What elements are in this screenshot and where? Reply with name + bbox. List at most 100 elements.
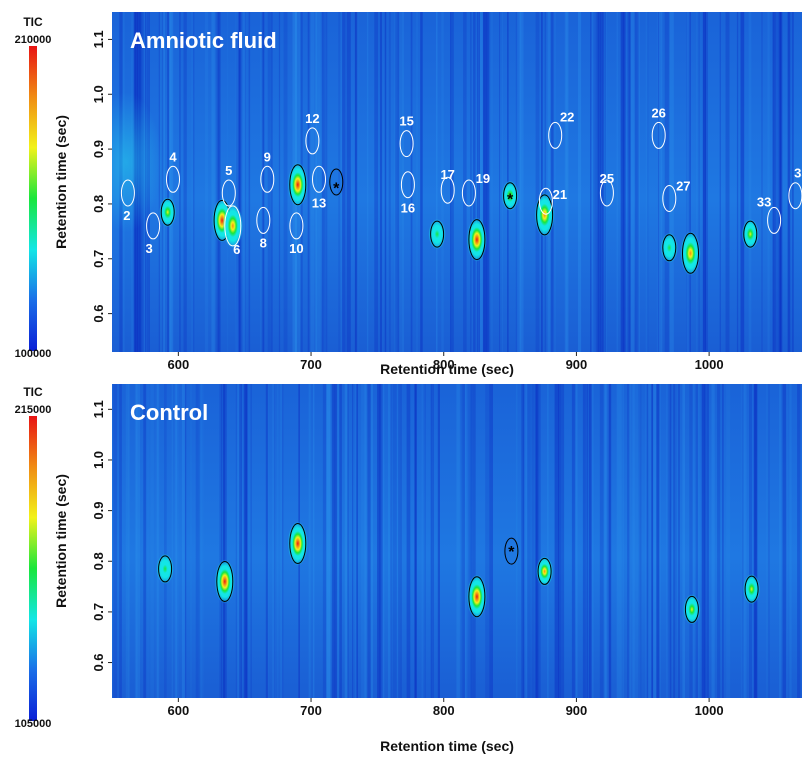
streak	[437, 384, 440, 698]
streak	[551, 12, 553, 352]
streak	[605, 384, 610, 698]
streak	[272, 384, 276, 698]
streak	[502, 12, 503, 352]
asterisk-annotation: *	[508, 544, 515, 561]
streak	[134, 384, 138, 698]
peak-label: 10	[289, 241, 303, 256]
peak-outline	[504, 537, 519, 565]
streak	[752, 384, 754, 698]
peak-label: 8	[260, 235, 267, 250]
streak	[658, 12, 663, 352]
streak	[223, 384, 226, 698]
asterisk-annotation: *	[333, 181, 340, 198]
streak	[650, 384, 654, 698]
y-tick-label: 0.6	[91, 653, 106, 671]
streak	[668, 384, 671, 698]
heatmap-haze	[112, 92, 162, 232]
streak	[392, 384, 397, 698]
streak	[424, 384, 426, 698]
streak	[607, 384, 612, 698]
streak	[218, 12, 221, 352]
panel-title: Control	[130, 400, 208, 425]
streak	[590, 384, 594, 698]
streak	[711, 384, 715, 698]
colorbar-max-label: 215000	[15, 404, 52, 416]
streak	[465, 384, 467, 698]
x-axis-label: Retention time (sec)	[380, 361, 514, 377]
streak	[627, 12, 630, 352]
streak	[767, 12, 770, 352]
streak	[381, 384, 385, 698]
streak	[772, 12, 775, 352]
streak	[586, 384, 588, 698]
peak-blob	[683, 594, 701, 625]
peak-label: 2	[123, 208, 130, 223]
streak	[420, 12, 423, 352]
streak	[135, 384, 140, 698]
peak-outline	[158, 555, 173, 583]
streak	[725, 12, 730, 352]
streak	[635, 12, 639, 352]
colorbar-title: TIC	[23, 385, 43, 399]
streak	[125, 384, 130, 698]
peak-outline	[260, 165, 275, 193]
streak	[780, 12, 782, 352]
peak-outline	[662, 234, 677, 262]
colorbar-title: TIC	[23, 15, 43, 29]
streak	[406, 384, 411, 698]
peak-outline	[224, 205, 242, 247]
peak-outline	[461, 179, 476, 207]
peak-outline	[651, 121, 666, 149]
streak	[190, 384, 192, 698]
streak	[599, 384, 604, 698]
streak	[282, 384, 284, 698]
peak-blob	[214, 559, 235, 604]
streak	[554, 384, 559, 698]
streak	[647, 384, 653, 698]
streak	[639, 384, 642, 698]
y-tick-label: 1.0	[91, 451, 106, 469]
streak	[791, 12, 794, 352]
peak-outline	[468, 219, 486, 261]
streak	[635, 384, 638, 698]
streak	[666, 384, 670, 698]
streak	[265, 384, 268, 698]
streak	[268, 384, 270, 698]
colorbar-max-label: 210000	[15, 34, 52, 46]
asterisk-annotation: *	[507, 192, 514, 209]
streak	[617, 384, 622, 698]
streak	[167, 12, 169, 352]
peak-label: 26	[651, 105, 665, 120]
streak	[323, 12, 326, 352]
peak-label: 25	[600, 171, 614, 186]
streak	[605, 12, 607, 352]
streak	[593, 12, 597, 352]
peak-outline	[767, 206, 782, 234]
streak	[179, 12, 181, 352]
peak-layer	[156, 521, 761, 625]
peak-label: 35	[794, 166, 803, 181]
peak-blob	[156, 553, 174, 584]
streak	[461, 384, 463, 698]
peak-label: 6	[233, 242, 240, 257]
streak	[736, 12, 739, 352]
y-tick-label: 0.7	[91, 250, 106, 268]
streak	[633, 384, 636, 698]
streak	[243, 12, 247, 352]
peak-blob	[680, 231, 701, 276]
streak	[544, 12, 546, 352]
streak	[550, 12, 554, 352]
streak	[525, 384, 528, 698]
streak	[395, 12, 398, 352]
streak	[227, 12, 229, 352]
streak	[560, 384, 565, 698]
heatmap-background	[112, 12, 802, 352]
streak	[575, 384, 578, 698]
streak	[381, 12, 383, 352]
y-tick-label: 0.9	[91, 140, 106, 158]
peak-layer	[120, 121, 802, 276]
streak	[646, 384, 650, 698]
streak	[702, 12, 706, 352]
x-tick-label: 800	[433, 703, 455, 718]
y-tick-label: 1.1	[91, 30, 106, 48]
